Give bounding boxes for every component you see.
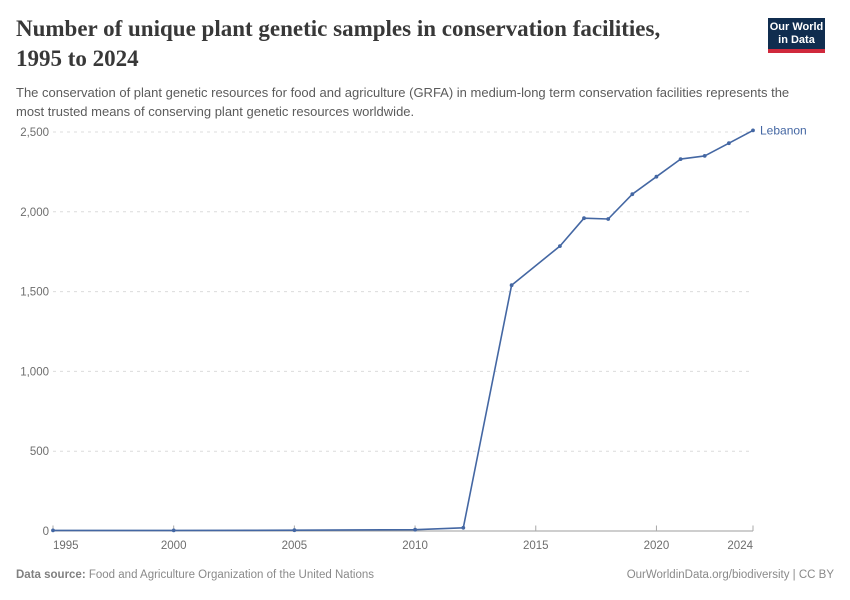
x-tick-label: 2020	[644, 540, 670, 552]
y-tick-label: 1,000	[20, 366, 49, 378]
x-tick-label: 1995	[53, 540, 79, 552]
data-point-marker	[630, 192, 635, 197]
y-tick-label: 500	[30, 446, 49, 458]
data-point-marker	[461, 525, 466, 530]
data-point-marker	[654, 174, 659, 179]
y-tick-label: 2,000	[20, 207, 49, 219]
data-point-marker	[702, 154, 707, 158]
data-source-label: Data source:	[16, 569, 86, 581]
data-point-marker	[413, 527, 417, 532]
chart-title-line1: Number of unique plant genetic samples i…	[16, 16, 661, 41]
data-point-marker	[751, 128, 755, 133]
x-tick-label: 2000	[161, 540, 187, 552]
data-source: Data source: Food and Agriculture Organi…	[16, 569, 374, 581]
data-point-marker	[171, 528, 176, 533]
data-point-marker	[292, 528, 297, 533]
data-point-marker	[582, 216, 586, 221]
logo-text-line1: Our World	[769, 20, 824, 33]
series-label: Lebanon	[760, 123, 807, 137]
x-tick-label: 2015	[523, 540, 549, 552]
y-tick-label: 0	[43, 526, 49, 538]
data-source-text: Food and Agriculture Organization of the…	[85, 569, 374, 581]
owid-logo: Our World in Data	[768, 18, 825, 53]
logo-text-line2: in Data	[778, 33, 815, 46]
x-tick-label: 2024	[727, 540, 753, 552]
data-point-marker	[509, 283, 514, 288]
x-tick-label: 2005	[282, 540, 308, 552]
y-tick-label: 2,500	[20, 127, 49, 139]
chart-footer: Data source: Food and Agriculture Organi…	[16, 569, 834, 581]
data-point-marker	[558, 244, 562, 249]
chart-header: Number of unique plant genetic samples i…	[16, 14, 834, 121]
attribution: OurWorldinData.org/biodiversity | CC BY	[626, 569, 834, 581]
chart-subtitle: The conservation of plant genetic resour…	[16, 85, 790, 119]
y-tick-label: 1,500	[20, 287, 49, 299]
data-line	[52, 129, 754, 532]
data-point-marker	[727, 141, 731, 146]
data-point-marker	[678, 157, 683, 162]
x-tick-label: 2010	[402, 540, 428, 552]
data-point-marker	[51, 528, 55, 533]
chart-title-line2: 1995 to 2024	[16, 46, 139, 71]
data-point-marker	[606, 217, 611, 221]
